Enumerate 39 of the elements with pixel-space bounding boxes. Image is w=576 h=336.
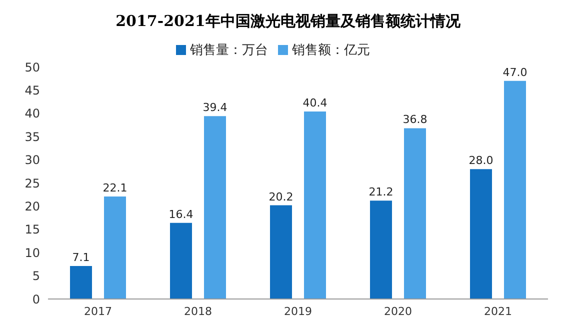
y-tick-label: 50 (24, 60, 40, 74)
bar (370, 200, 392, 299)
bar (304, 112, 326, 299)
x-tick-label: 2020 (384, 304, 412, 318)
x-tick-label: 2018 (184, 304, 212, 318)
bar (270, 205, 292, 299)
y-tick-label: 10 (24, 246, 40, 260)
data-label: 22.1 (102, 181, 128, 194)
bar (104, 196, 126, 299)
data-label: 28.0 (468, 154, 494, 168)
y-tick-label: 45 (24, 83, 40, 98)
y-tick-label: 30 (24, 153, 40, 168)
bar (170, 222, 192, 299)
y-tick-label: 35 (24, 130, 40, 144)
bar (204, 116, 226, 299)
x-tick-label: 2017 (84, 304, 112, 318)
y-tick-label: 15 (24, 222, 40, 237)
data-label: 20.2 (268, 190, 294, 204)
y-tick-label: 20 (24, 199, 40, 214)
data-label: 7.1 (72, 251, 90, 264)
bar (504, 80, 526, 299)
legend-label: 销售额：亿元 (292, 43, 370, 58)
bar (70, 266, 92, 299)
x-tick-label: 2019 (284, 304, 312, 318)
data-label: 16.4 (168, 208, 194, 221)
y-tick-label: 0 (32, 292, 40, 306)
y-tick-label: 40 (24, 106, 40, 121)
legend-label: 销售量：万台 (190, 43, 268, 58)
data-label: 39.4 (202, 101, 228, 114)
y-tick-label: 25 (24, 176, 40, 190)
data-label: 36.8 (402, 113, 428, 126)
data-label: 40.4 (302, 96, 328, 110)
data-label: 21.2 (368, 186, 394, 199)
data-label: 47.0 (502, 66, 528, 79)
x-tick-label: 2021 (484, 304, 512, 318)
chart-title: 2017-2021年中国激光电视销量及销售额统计情况 (114, 11, 462, 32)
bar (470, 169, 492, 299)
bar (404, 128, 426, 299)
y-tick-label: 5 (32, 269, 40, 284)
